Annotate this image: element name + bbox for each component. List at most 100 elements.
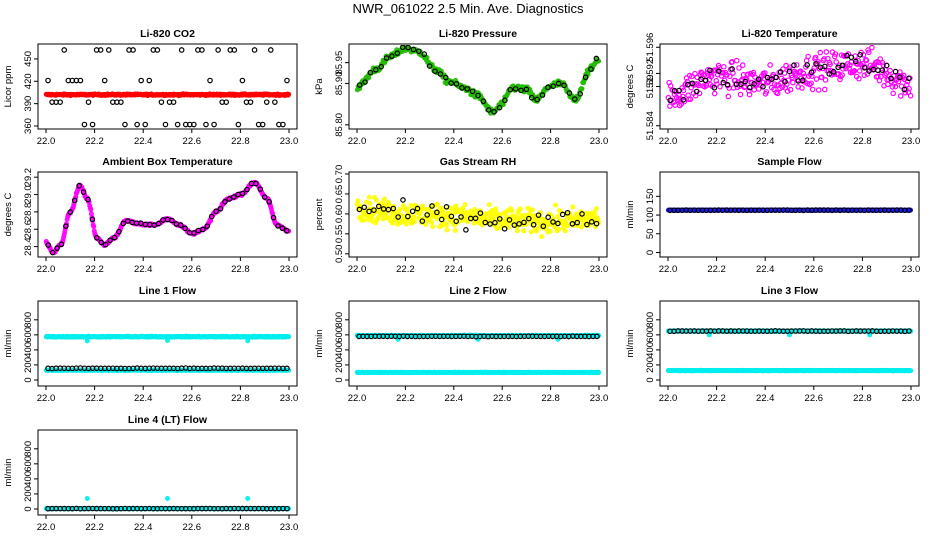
- x-tick-label: 22.8: [541, 393, 560, 404]
- data-point: [142, 121, 149, 128]
- x-tick-label: 22.4: [445, 264, 464, 275]
- data-point: [170, 99, 177, 105]
- data-point: [211, 121, 217, 128]
- data-point: [763, 89, 770, 95]
- data-point: [721, 63, 727, 70]
- data-point: [799, 85, 805, 91]
- data-point: [399, 45, 406, 51]
- y-tick-label: 0.50: [334, 245, 345, 263]
- data-point: [673, 89, 679, 95]
- data-point: [593, 206, 599, 212]
- data-point: [270, 214, 277, 221]
- data-point: [200, 226, 206, 233]
- data-point: [367, 200, 373, 206]
- data-point: [693, 88, 700, 95]
- data-point: [892, 83, 899, 90]
- x-tick-label: 22.0: [348, 393, 367, 404]
- data-point: [579, 211, 585, 217]
- data-point: [385, 206, 392, 213]
- data-point: [492, 219, 498, 226]
- y-tick-label: 51.592: [645, 59, 656, 88]
- x-tick-label: 23.0: [902, 136, 921, 147]
- data-point: [777, 69, 784, 75]
- y-tick-label: 400: [23, 342, 34, 358]
- y-tick-label: 0.55: [334, 225, 345, 244]
- data-point: [245, 338, 251, 344]
- data-point: [742, 78, 749, 85]
- data-point: [477, 210, 484, 216]
- data-point: [501, 225, 508, 232]
- data-point: [856, 68, 863, 74]
- data-point: [438, 216, 445, 223]
- data-point: [582, 74, 589, 81]
- data-point: [400, 197, 406, 203]
- data-point: [468, 210, 474, 216]
- data-point: [808, 80, 814, 87]
- data-point: [808, 69, 815, 76]
- plot-frame: [37, 300, 298, 387]
- x-tick-label: 23.0: [590, 136, 609, 147]
- data-point: [411, 218, 417, 224]
- data-point: [517, 206, 523, 212]
- data-points: [43, 179, 292, 256]
- data-point: [588, 219, 595, 225]
- data-point: [178, 47, 185, 53]
- y-tick-label: 0: [23, 377, 34, 382]
- x-tick-label: 22.2: [85, 136, 104, 147]
- x-tick-label: 22.2: [85, 264, 104, 275]
- data-point: [555, 80, 562, 87]
- data-point: [222, 199, 228, 205]
- y-axis-label: ml/min: [625, 330, 636, 358]
- data-point: [800, 70, 807, 77]
- data-point: [555, 220, 561, 227]
- data-point: [158, 99, 165, 105]
- data-point: [191, 230, 197, 236]
- y-tick-label: 200: [23, 357, 34, 373]
- data-point: [120, 220, 127, 227]
- data-point: [405, 213, 411, 220]
- data-point: [94, 235, 100, 241]
- data-point: [835, 64, 841, 71]
- data-point: [146, 77, 153, 84]
- data-point: [130, 47, 136, 53]
- data-point: [420, 206, 426, 212]
- data-point: [373, 66, 379, 73]
- data-point: [898, 83, 905, 90]
- data-point: [444, 227, 450, 233]
- data-point: [116, 228, 122, 235]
- data-point: [223, 99, 230, 105]
- y-tick-label: 390: [23, 96, 34, 112]
- data-point: [283, 227, 290, 234]
- data-point: [852, 58, 859, 65]
- data-point: [404, 207, 410, 213]
- y-tick-label: 800: [645, 312, 656, 328]
- y-tick-label: 800: [23, 312, 34, 328]
- y-tick-label: 85.90: [334, 71, 345, 95]
- x-tick-label: 22.4: [134, 264, 153, 275]
- data-point: [378, 63, 385, 70]
- y-axis-label: degrees C: [625, 64, 636, 108]
- data-point: [530, 221, 537, 228]
- data-point: [88, 207, 94, 213]
- x-tick-label: 23.0: [590, 393, 609, 404]
- data-point: [667, 97, 674, 104]
- data-point: [550, 219, 556, 225]
- x-tick-label: 22.8: [853, 393, 872, 404]
- y-tick-label: 200: [334, 357, 345, 373]
- data-point: [208, 213, 215, 220]
- data-point: [355, 198, 361, 204]
- data-point: [77, 77, 84, 84]
- data-point: [856, 75, 862, 82]
- data-point: [593, 220, 600, 227]
- y-axis-label: ml/min: [314, 330, 325, 358]
- data-point: [361, 217, 367, 223]
- data-point: [822, 77, 829, 83]
- y-tick-label: 150: [645, 188, 656, 204]
- data-point: [848, 54, 855, 61]
- panel-title: Line 3 Flow: [761, 285, 819, 297]
- data-point: [414, 205, 421, 212]
- data-point: [904, 81, 910, 88]
- data-point: [448, 213, 455, 220]
- y-tick-label: 400: [645, 342, 656, 358]
- data-point: [58, 241, 65, 248]
